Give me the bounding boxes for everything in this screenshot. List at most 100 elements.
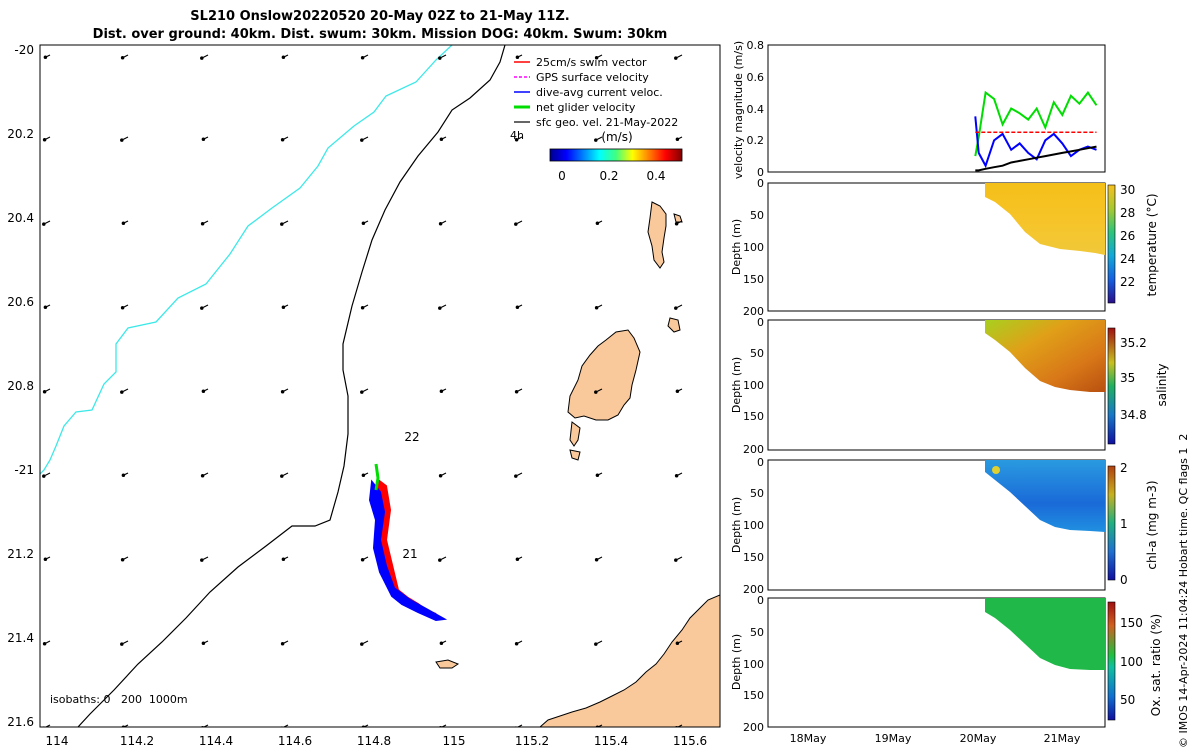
velocity-series-line [974, 116, 1097, 169]
oxygen-cbar-tick: 150 [1120, 616, 1143, 630]
temperature-ytick: 200 [743, 305, 764, 318]
geo-velocity-arrow-head [438, 306, 442, 310]
geo-velocity-arrow-head [514, 222, 518, 226]
map-xtick-label: 115.2 [515, 734, 549, 748]
chlorophyll-ylabel: Depth (m) [730, 497, 743, 553]
geo-velocity-arrow-head [200, 56, 204, 60]
geo-velocity-arrow-head [200, 221, 205, 226]
chlorophyll-ytick: 0 [757, 456, 764, 469]
salinity-ylabel: Depth (m) [730, 357, 743, 413]
geo-velocity-arrow-head [200, 558, 204, 562]
geo-velocity-arrow-head [594, 557, 599, 562]
velocity-ytick: 0.8 [747, 39, 765, 52]
geo-velocity-arrow-head [438, 221, 443, 226]
geo-velocity-arrow-head [515, 305, 520, 310]
salinity-cbar-label: salinity [1155, 363, 1169, 406]
salinity-ytick: 150 [743, 410, 764, 423]
salinity-panel: Depth (m) 0 50 100 150 200 34.8 35 35.2 … [730, 316, 1169, 456]
chlorophyll-colorbar [1107, 465, 1116, 581]
oxygen-ytick: 100 [743, 658, 764, 671]
geo-velocity-arrow-head [43, 55, 48, 60]
geo-velocity-arrow-head [201, 641, 206, 646]
speed-colorbar-tick: 0.4 [646, 169, 665, 183]
temperature-cbar-tick: 26 [1120, 229, 1135, 243]
geo-velocity-arrow-head [595, 473, 600, 478]
velocity-ytick: 0.2 [747, 134, 765, 147]
map-x-ticks: 114 114.2 114.4 114.6 114.8 115 115.2 11… [46, 734, 708, 748]
map-legend: 25cm/s swim vector GPS surface velocity … [510, 56, 683, 183]
velocity-series-line [975, 145, 1097, 172]
geo-velocity-arrow-head [281, 55, 286, 60]
geo-velocity-arrow-head [42, 222, 46, 226]
velocity-ytick: 0.4 [747, 103, 765, 116]
geo-velocity-arrow-head [200, 473, 205, 478]
temperature-cbar-tick: 28 [1120, 206, 1135, 220]
geo-velocity-arrow-head [200, 306, 204, 310]
geo-velocity-arrow-head [438, 473, 443, 478]
map-xtick-label: 114.6 [278, 734, 312, 748]
chlorophyll-field [985, 460, 1105, 532]
geo-velocity-arrow [440, 724, 447, 727]
map-xtick-label: 114 [46, 734, 69, 748]
temperature-ylabel: Depth (m) [730, 219, 743, 275]
geo-velocity-arrow-head [120, 138, 124, 142]
map-xtick-label: 114.8 [357, 734, 391, 748]
salinity-cbar-tick: 35 [1120, 371, 1135, 385]
glider-track [368, 463, 448, 622]
geo-velocity-arrow-head [361, 473, 366, 478]
geo-velocity-arrow-head [594, 138, 598, 142]
barrow-island [567, 329, 641, 421]
geo-velocity-arrow-head [674, 221, 679, 226]
legend-label-geo: sfc geo. vel. 21-May-2022 [536, 116, 678, 129]
geo-velocity-arrow-head [674, 56, 678, 60]
montebello-islands [647, 201, 667, 269]
salinity-ytick: 0 [757, 316, 764, 329]
velocity-ylabel: velocity magnitude (m/s) [732, 41, 745, 179]
geo-velocity-arrow-head [280, 389, 285, 394]
dive-current-track [368, 479, 448, 622]
legend-label-swim: 25cm/s swim vector [536, 56, 647, 69]
temperature-colorbar [1107, 184, 1116, 304]
geo-velocity-arrow-head [594, 390, 598, 394]
geo-velocity-arrow [676, 724, 683, 727]
oxygen-ytick: 50 [750, 626, 764, 639]
velocity-ytick: 0 [757, 166, 764, 179]
geo-velocity-arrow-head [360, 55, 365, 60]
geo-velocity-arrow-head [42, 389, 47, 394]
geo-velocity-arrow-head [280, 641, 285, 646]
temperature-cbar-tick: 30 [1120, 183, 1135, 197]
net-velocity-track [374, 463, 380, 491]
temperature-cbar-tick: 22 [1120, 275, 1135, 289]
oxygen-ytick: 200 [743, 721, 764, 734]
map-xtick-label: 115 [443, 734, 466, 748]
geo-velocity-arrow-head [360, 138, 364, 142]
geo-velocity-arrow-head [280, 474, 284, 478]
geo-velocity-arrow-head [201, 137, 206, 142]
geo-velocity-arrow-head [121, 221, 126, 226]
geo-velocity-arrow-head [360, 642, 364, 646]
chlorophyll-cbar-label: chl-a (mg m-3) [1145, 480, 1159, 569]
geo-velocity-arrow-head [675, 389, 680, 394]
map-ytick-label: 21.2 [7, 547, 34, 561]
map-ytick-label: 20.2 [7, 127, 34, 141]
geo-velocity-arrow-head [439, 641, 444, 646]
map-ytick-label: -20 [14, 43, 34, 57]
map-xtick-label: 114.2 [120, 734, 154, 748]
chlorophyll-ytick: 50 [750, 487, 764, 500]
title-line-1: SL210 Onslow20220520 20-May 02Z to 21-Ma… [190, 9, 569, 24]
geo-velocity-arrow-head [43, 305, 48, 310]
colorbar-units: (m/s) [601, 130, 632, 144]
chlorophyll-ytick: 100 [743, 519, 764, 532]
geo-velocity-arrow-head [594, 305, 599, 310]
oxygen-panel: Depth (m) 0 50 100 150 200 50 100 150 Ox… [730, 594, 1163, 745]
map-ytick-label: -21 [14, 463, 34, 477]
velocity-frame [767, 44, 1106, 173]
salinity-ytick: 200 [743, 443, 764, 456]
map-xtick-label: 115.6 [673, 734, 707, 748]
chlorophyll-ytick: 200 [743, 583, 764, 596]
track-annotation-21: 21 [402, 547, 417, 561]
map-panel: 114 114.2 114.4 114.6 114.8 115 115.2 11… [7, 43, 721, 748]
velocity-panel: 0 0.2 0.4 0.6 0.8 velocity magnitude (m/… [732, 39, 1106, 179]
footer-credit: © IMOS 14-Apr-2024 11:04:24 Hobart time.… [1177, 434, 1190, 748]
